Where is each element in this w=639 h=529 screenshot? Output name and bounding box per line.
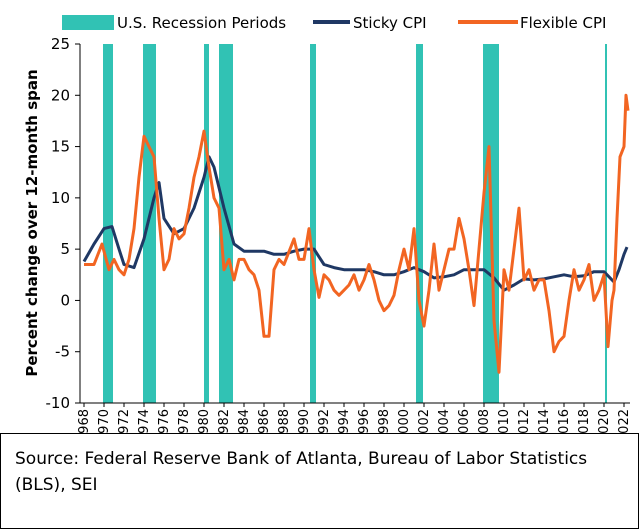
x-tick-label: 1968 xyxy=(77,409,92,433)
x-tick-label: 2012 xyxy=(517,409,532,433)
y-tick-label: 10 xyxy=(51,189,70,207)
y-tick-label: 0 xyxy=(60,291,70,309)
y-tick-label: -10 xyxy=(46,394,71,412)
x-tick-label: 2008 xyxy=(477,409,492,433)
x-tick-label: 1994 xyxy=(337,409,352,433)
recession-band xyxy=(103,44,113,403)
y-tick-label: 15 xyxy=(51,138,70,156)
line-sticky xyxy=(82,155,629,292)
y-tick-label: -5 xyxy=(55,343,70,361)
recession-band xyxy=(416,44,423,403)
y-tick-label: 5 xyxy=(60,240,70,258)
x-tick-label: 1988 xyxy=(277,409,292,433)
x-tick-label: 2010 xyxy=(497,409,512,433)
legend-swatch-recession xyxy=(62,15,114,30)
x-tick-label: 1984 xyxy=(237,409,252,433)
x-tick-label: 2016 xyxy=(557,409,572,433)
x-tick-label: 2018 xyxy=(577,409,592,433)
x-tick-label: 1996 xyxy=(357,409,372,433)
legend-label: Sticky CPI xyxy=(353,14,427,32)
x-tick-label: 1982 xyxy=(217,409,232,433)
recession-band xyxy=(310,44,316,403)
source-box: Source: Federal Reserve Bank of Atlanta,… xyxy=(0,433,639,529)
x-tick-label: 1990 xyxy=(297,409,312,433)
x-tick-label: 1974 xyxy=(137,409,152,433)
x-tick-label: 2020 xyxy=(597,409,612,433)
recession-band xyxy=(143,44,156,403)
x-tick-label: 2006 xyxy=(457,409,472,433)
y-tick-label: 25 xyxy=(51,35,70,53)
recession-band xyxy=(204,44,209,403)
x-tick-label: 1992 xyxy=(317,409,332,433)
x-tick-label: 1998 xyxy=(377,409,392,433)
x-tick-label: 2002 xyxy=(417,409,432,433)
recession-band xyxy=(219,44,233,403)
x-tick-label: 2022 xyxy=(617,409,632,433)
source-text: Source: Federal Reserve Bank of Atlanta,… xyxy=(15,449,588,495)
x-tick-label: 2004 xyxy=(437,409,452,433)
x-tick-label: 1980 xyxy=(197,409,212,433)
legend-label: Flexible CPI xyxy=(520,14,606,32)
legend-label: U.S. Recession Periods xyxy=(117,14,286,32)
line-flexible xyxy=(84,93,630,374)
x-tick-label: 1970 xyxy=(97,409,112,433)
recession-band xyxy=(605,44,607,403)
x-tick-label: 1978 xyxy=(177,409,192,433)
x-tick-label: 2014 xyxy=(537,409,552,433)
x-tick-label: 1976 xyxy=(157,409,172,433)
x-tick-label: 1986 xyxy=(257,409,272,433)
x-tick-label: 2000 xyxy=(397,409,412,433)
y-tick-label: 20 xyxy=(51,86,70,104)
x-tick-label: 1972 xyxy=(117,409,132,433)
chart: Percent change over 12-month span -10 -5 0… xyxy=(23,14,632,433)
y-axis-label: Percent change over 12-month span xyxy=(23,69,41,376)
